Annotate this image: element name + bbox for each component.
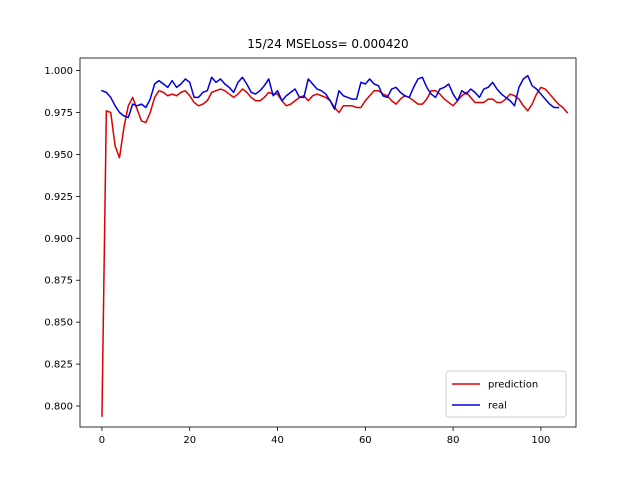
x-tick-label: 60 bbox=[359, 435, 372, 446]
plot-area bbox=[79, 57, 577, 428]
y-tick-label: 0.825 bbox=[44, 360, 73, 371]
chart-title: 15/24 MSELoss= 0.000420 bbox=[247, 37, 408, 51]
x-tick-label: 80 bbox=[447, 435, 460, 446]
y-tick-label: 0.850 bbox=[44, 318, 73, 329]
plot-frame bbox=[79, 57, 577, 428]
legend-label-prediction: prediction bbox=[488, 380, 538, 391]
y-tick-label: 0.925 bbox=[44, 192, 73, 203]
x-axis: 0 20 40 60 80 100 bbox=[99, 427, 550, 446]
y-tick-label: 0.975 bbox=[44, 108, 73, 119]
series-line-real bbox=[100, 74, 560, 119]
x-tick-label: 20 bbox=[183, 435, 196, 446]
legend-label-real: real bbox=[488, 401, 507, 412]
y-tick-label: 0.875 bbox=[44, 276, 73, 287]
x-tick-label: 0 bbox=[99, 435, 105, 446]
y-tick-label: 0.950 bbox=[44, 150, 73, 161]
y-tick-label: 0.900 bbox=[44, 234, 73, 245]
x-tick-label: 100 bbox=[531, 435, 550, 446]
y-tick-label: 1.000 bbox=[44, 66, 73, 77]
y-tick-label: 0.800 bbox=[44, 402, 73, 413]
series-layer bbox=[100, 74, 569, 417]
series-line-prediction bbox=[101, 86, 569, 417]
x-tick-label: 40 bbox=[271, 435, 284, 446]
y-axis: 0.800 0.825 0.850 0.875 0.900 0.925 0.950 0.975… bbox=[44, 66, 80, 413]
legend: prediction real bbox=[445, 370, 567, 418]
